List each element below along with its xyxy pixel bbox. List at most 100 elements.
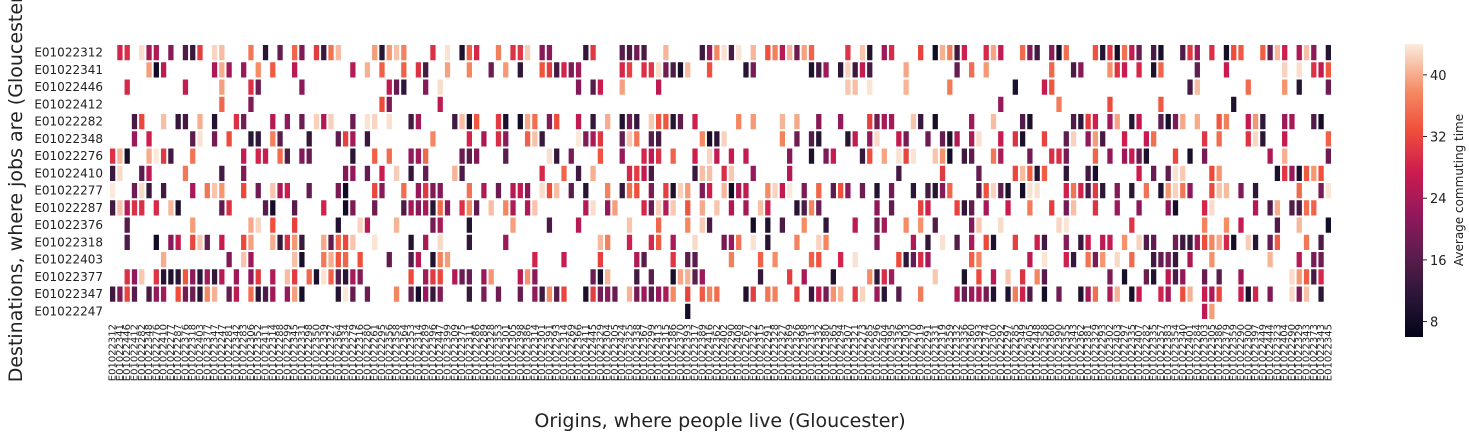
heatmap-cell bbox=[648, 131, 654, 147]
heatmap-cell bbox=[706, 183, 713, 199]
x-tick-label: E01022292 bbox=[996, 324, 1007, 381]
heatmap-cell bbox=[168, 234, 174, 250]
x-tick-label: E01022391 bbox=[544, 324, 555, 381]
x-tick-label: E01022329 bbox=[1090, 324, 1101, 381]
heatmap-cell bbox=[918, 114, 924, 130]
x-tick-label: E01022298 bbox=[304, 324, 315, 381]
heatmap-cell bbox=[1216, 165, 1222, 181]
x-tick-label: E01022386 bbox=[523, 324, 534, 381]
heatmap-cell bbox=[379, 96, 385, 112]
heatmap-cell bbox=[1289, 269, 1295, 285]
heatmap-cell bbox=[1231, 45, 1237, 61]
x-tick-label: E01022269 bbox=[566, 324, 577, 381]
heatmap-cell bbox=[1282, 79, 1288, 95]
heatmap-cell bbox=[452, 114, 458, 130]
heatmap-cell bbox=[1158, 286, 1164, 302]
x-tick-label: E01022444 bbox=[1265, 324, 1276, 381]
heatmap-cell bbox=[648, 286, 654, 302]
heatmap-cell bbox=[874, 286, 880, 302]
heatmap-cell bbox=[1056, 217, 1062, 233]
heatmap-cell bbox=[190, 269, 196, 285]
heatmap-cell bbox=[619, 183, 625, 199]
x-tick-label: E01022290 bbox=[726, 324, 737, 381]
x-tick-label: E01022408 bbox=[734, 324, 745, 381]
heatmap-cell bbox=[190, 286, 196, 302]
heatmap-cell bbox=[619, 62, 625, 78]
heatmap-cell bbox=[590, 165, 596, 181]
heatmap-cell bbox=[976, 269, 982, 285]
heatmap-cell bbox=[969, 252, 975, 268]
heatmap-cell bbox=[284, 234, 290, 250]
heatmap-cell bbox=[918, 200, 924, 216]
heatmap-cell bbox=[1180, 269, 1186, 285]
heatmap-cell bbox=[117, 165, 123, 181]
heatmap-cell bbox=[925, 252, 931, 268]
heatmap-cell bbox=[779, 217, 786, 233]
heatmap-cell bbox=[270, 183, 276, 199]
heatmap-cell bbox=[350, 62, 356, 78]
heatmap-cell bbox=[590, 114, 596, 130]
heatmap-cell bbox=[1019, 269, 1026, 285]
heatmap-cell bbox=[910, 252, 917, 268]
heatmap-cell bbox=[721, 45, 727, 61]
colorbar-ticks: 8 16 24 32 40 bbox=[1423, 69, 1447, 331]
heatmap-cell bbox=[386, 45, 392, 61]
heatmap-cell bbox=[350, 165, 356, 181]
heatmap-cell bbox=[648, 269, 654, 285]
heatmap-cell bbox=[1019, 114, 1026, 130]
heatmap-cell bbox=[969, 286, 975, 302]
heatmap-cell bbox=[685, 200, 691, 216]
heatmap-cell bbox=[976, 183, 982, 199]
heatmap-cell bbox=[794, 200, 800, 216]
heatmap-cell bbox=[655, 148, 662, 164]
heatmap-cell bbox=[182, 269, 189, 285]
heatmap-cell bbox=[546, 183, 553, 199]
heatmap-cell bbox=[255, 269, 261, 285]
x-tick-label: E01022319 bbox=[938, 324, 949, 381]
x-tick-label: E01022280 bbox=[362, 324, 373, 381]
heatmap-cell bbox=[1267, 200, 1273, 216]
heatmap-cell bbox=[437, 96, 443, 112]
heatmap-cell bbox=[393, 45, 400, 61]
heatmap-cell bbox=[867, 79, 873, 95]
heatmap-cell bbox=[670, 183, 676, 199]
heatmap-cell bbox=[597, 79, 604, 95]
heatmap-cell bbox=[1070, 62, 1077, 78]
heatmap-cell bbox=[357, 252, 363, 268]
heatmap-cell bbox=[990, 148, 997, 164]
heatmap-cell bbox=[808, 252, 815, 268]
heatmap-cell bbox=[328, 45, 334, 61]
heatmap-cell bbox=[197, 286, 203, 302]
heatmap-cell bbox=[481, 131, 487, 147]
heatmap-cell bbox=[939, 165, 946, 181]
heatmap-cell bbox=[299, 234, 305, 250]
heatmap-cell bbox=[1136, 45, 1142, 61]
heatmap-cell bbox=[859, 286, 866, 302]
x-tick-label: E01022370 bbox=[675, 324, 686, 381]
heatmap-cell bbox=[299, 79, 305, 95]
heatmap-cell bbox=[1107, 62, 1113, 78]
heatmap-cell bbox=[379, 183, 385, 199]
heatmap-cell bbox=[1019, 183, 1026, 199]
heatmap-cell bbox=[452, 269, 458, 285]
colorbar-label: Average commuting time bbox=[1452, 114, 1466, 266]
heatmap-cell bbox=[1085, 114, 1091, 130]
heatmap-cell bbox=[1194, 79, 1200, 95]
heatmap-cell bbox=[168, 200, 174, 216]
heatmap-cell bbox=[393, 79, 400, 95]
x-tick-label: E01022282 bbox=[137, 324, 148, 381]
y-tick-label: E01022348 bbox=[34, 132, 103, 146]
heatmap-cell bbox=[692, 148, 698, 164]
heatmap-cell bbox=[677, 269, 684, 285]
heatmap-cell bbox=[961, 148, 968, 164]
heatmap-cell bbox=[1194, 114, 1200, 130]
heatmap-cell bbox=[845, 183, 851, 199]
heatmap-cell bbox=[1012, 79, 1018, 95]
heatmap-cell bbox=[590, 200, 596, 216]
heatmap-cell bbox=[947, 45, 953, 61]
heatmap-cell bbox=[270, 234, 276, 250]
heatmap-cell bbox=[1238, 183, 1244, 199]
heatmap-cell bbox=[306, 183, 312, 199]
heatmap-cell bbox=[1267, 252, 1273, 268]
heatmap-cell bbox=[546, 286, 553, 302]
